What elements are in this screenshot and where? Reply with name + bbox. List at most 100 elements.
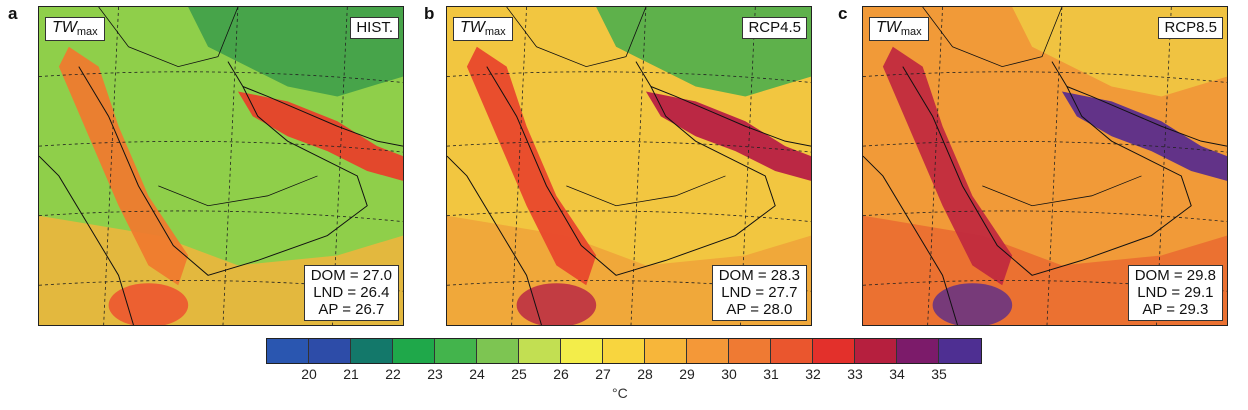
persian-gulf-region [1061, 91, 1227, 181]
stats-box: DOM = 27.0 LND = 26.4 AP = 26.7 [303, 265, 399, 321]
colorbar-swatch [519, 339, 561, 363]
graticule-line [863, 140, 1227, 153]
graticule-line [863, 210, 1227, 223]
panel-letter-b: b [424, 4, 435, 23]
stat-lnd: LND = 29.1 [1137, 284, 1214, 301]
colorbar-swatch [561, 339, 603, 363]
colorbar-swatch [813, 339, 855, 363]
colorbar-unit: °C [612, 385, 628, 401]
graticule-line [447, 210, 811, 223]
hotspot-region [108, 283, 189, 325]
stats-box: DOM = 28.3 LND = 27.7 AP = 28.0 [711, 265, 807, 321]
graticule-line [103, 7, 119, 325]
colorbar-tick-label: 21 [343, 366, 359, 382]
africa-coast-outline [863, 155, 958, 325]
map-panel-hist: TWmax HIST. DOM = 27.0 LND = 26.4 AP = 2… [38, 6, 404, 326]
stat-lnd: LND = 26.4 [313, 284, 390, 301]
scenario-label: HIST. [350, 17, 399, 39]
stat-ap: AP = 29.3 [1142, 301, 1209, 318]
colorbar-swatch [393, 339, 435, 363]
colorbar-swatch [687, 339, 729, 363]
colorbar-swatch [939, 339, 981, 363]
stat-ap: AP = 26.7 [318, 301, 385, 318]
graticule-line [222, 7, 239, 325]
stat-ap: AP = 28.0 [726, 301, 793, 318]
colorbar-tick-label: 34 [889, 366, 905, 382]
graticule-line [863, 71, 1227, 83]
colorbar-tick-label: 31 [763, 366, 779, 382]
colorbar-tick-label: 20 [301, 366, 317, 382]
graticule-line [39, 71, 403, 83]
border-outline [506, 7, 647, 68]
africa-coast-outline [39, 155, 134, 325]
colorbar-tick-label: 22 [385, 366, 401, 382]
variable-label: TWmax [453, 17, 513, 41]
colorbar-swatch [645, 339, 687, 363]
persian-gulf-region [237, 91, 403, 181]
red-sea-region [882, 46, 1013, 286]
variable-label: TWmax [869, 17, 929, 41]
stat-dom: DOM = 28.3 [718, 267, 800, 284]
colorbar-swatch [477, 339, 519, 363]
colorbar-tick-label: 27 [595, 366, 611, 382]
persian-gulf-region [645, 91, 811, 181]
border-outline [98, 7, 239, 68]
map-panel-rcp85: TWmax RCP8.5 DOM = 29.8 LND = 29.1 AP = … [862, 6, 1228, 326]
graticule-line [39, 140, 403, 153]
iran-coast-outline [1066, 86, 1227, 147]
colorbar-swatch [309, 339, 351, 363]
variable-label: TWmax [45, 17, 105, 41]
border-outline [158, 175, 318, 207]
border-outline [982, 175, 1142, 207]
arabian-peninsula-outline [78, 61, 368, 276]
colorbar-swatch [351, 339, 393, 363]
colorbar-tick-label: 24 [469, 366, 485, 382]
colorbar-swatch [771, 339, 813, 363]
heatmap-map [447, 7, 811, 325]
scenario-label: RCP4.5 [742, 17, 807, 39]
stats-box: DOM = 29.8 LND = 29.1 AP = 29.3 [1127, 265, 1223, 321]
colorbar-tick-label: 25 [511, 366, 527, 382]
colorbar-tick-label: 26 [553, 366, 569, 382]
graticule-line [39, 210, 403, 223]
map-panel-rcp45: TWmax RCP4.5 DOM = 28.3 LND = 27.7 AP = … [446, 6, 812, 326]
colorbar-tick-label: 23 [427, 366, 443, 382]
iran-coast-outline [242, 86, 403, 147]
arabian-peninsula-outline [902, 61, 1192, 276]
iran-coast-outline [650, 86, 811, 147]
colorbar-swatch [897, 339, 939, 363]
graticule-line [447, 140, 811, 153]
hotspot-region [932, 283, 1013, 325]
stat-lnd: LND = 27.7 [721, 284, 798, 301]
colorbar-swatch [267, 339, 309, 363]
arabian-peninsula-outline [486, 61, 776, 276]
red-sea-region [58, 46, 189, 286]
colorbar-swatch [855, 339, 897, 363]
colorbar: 20 21 22 23 24 25 26 27 28 29 30 31 32 33 34 35 [266, 338, 982, 382]
colorbar-tick-label: 29 [679, 366, 695, 382]
graticule-line [630, 7, 647, 325]
graticule-line [447, 280, 811, 292]
graticule-line [927, 7, 943, 325]
north-region [188, 7, 403, 97]
border-outline [922, 7, 1063, 68]
africa-coast-outline [447, 155, 542, 325]
red-sea-region [466, 46, 597, 286]
border-outline [566, 175, 726, 207]
colorbar-tick-label: 33 [847, 366, 863, 382]
graticule-line [39, 280, 403, 292]
colorbar-tick-label: 28 [637, 366, 653, 382]
colorbar-tick-label: 32 [805, 366, 821, 382]
graticule-line [1046, 7, 1063, 325]
colorbar-swatch [603, 339, 645, 363]
colorbar-tick-label: 30 [721, 366, 737, 382]
stat-dom: DOM = 29.8 [1134, 267, 1216, 284]
colorbar-swatch [729, 339, 771, 363]
colorbar-swatch [435, 339, 477, 363]
graticule-line [863, 280, 1227, 292]
colorbar-tick-label: 35 [931, 366, 947, 382]
graticule-line [511, 7, 527, 325]
hotspot-region [516, 283, 597, 325]
stat-dom: DOM = 27.0 [310, 267, 392, 284]
scenario-label: RCP8.5 [1158, 17, 1223, 39]
